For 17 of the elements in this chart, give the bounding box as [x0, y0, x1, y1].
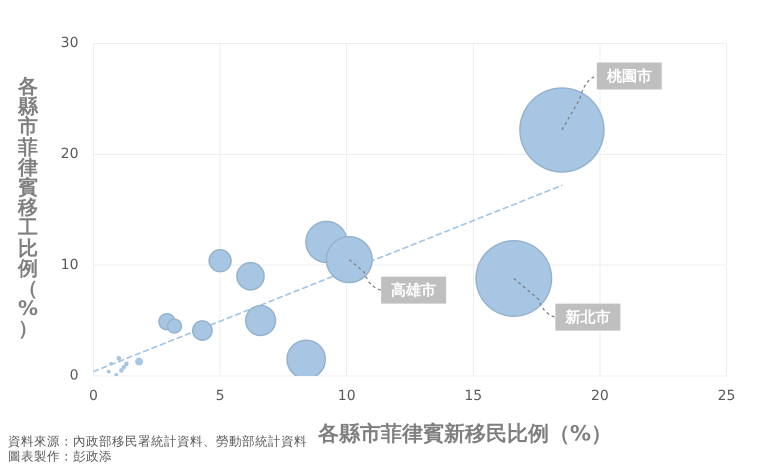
x-tick-label: 20	[590, 388, 609, 404]
annotation: 高雄市	[391, 281, 436, 299]
x-tick-label: 15	[464, 388, 482, 404]
x-tick-label: 5	[216, 388, 225, 404]
x-axis-title: 各縣市菲律賓新移民比例（%）	[317, 421, 612, 446]
source-note: 資料來源：內政部移民署統計資料、勞動部統計資料	[8, 433, 307, 448]
text: 各縣市菲律賓移工比例（%）	[18, 74, 38, 340]
x-tick-label: 25	[718, 388, 736, 404]
annotation: 桃園市	[606, 66, 652, 85]
annotation: 新北市	[564, 308, 610, 326]
x-tick-label: 10	[338, 388, 356, 404]
y-tick-label: 20	[60, 146, 78, 162]
y-tick-label: 0	[70, 368, 78, 384]
y-tick-label: 10	[60, 256, 78, 273]
x-tick-label: 0	[89, 388, 98, 404]
y-tick-label: 30	[60, 35, 78, 52]
text: 圖表製作：彭政添	[8, 448, 112, 464]
